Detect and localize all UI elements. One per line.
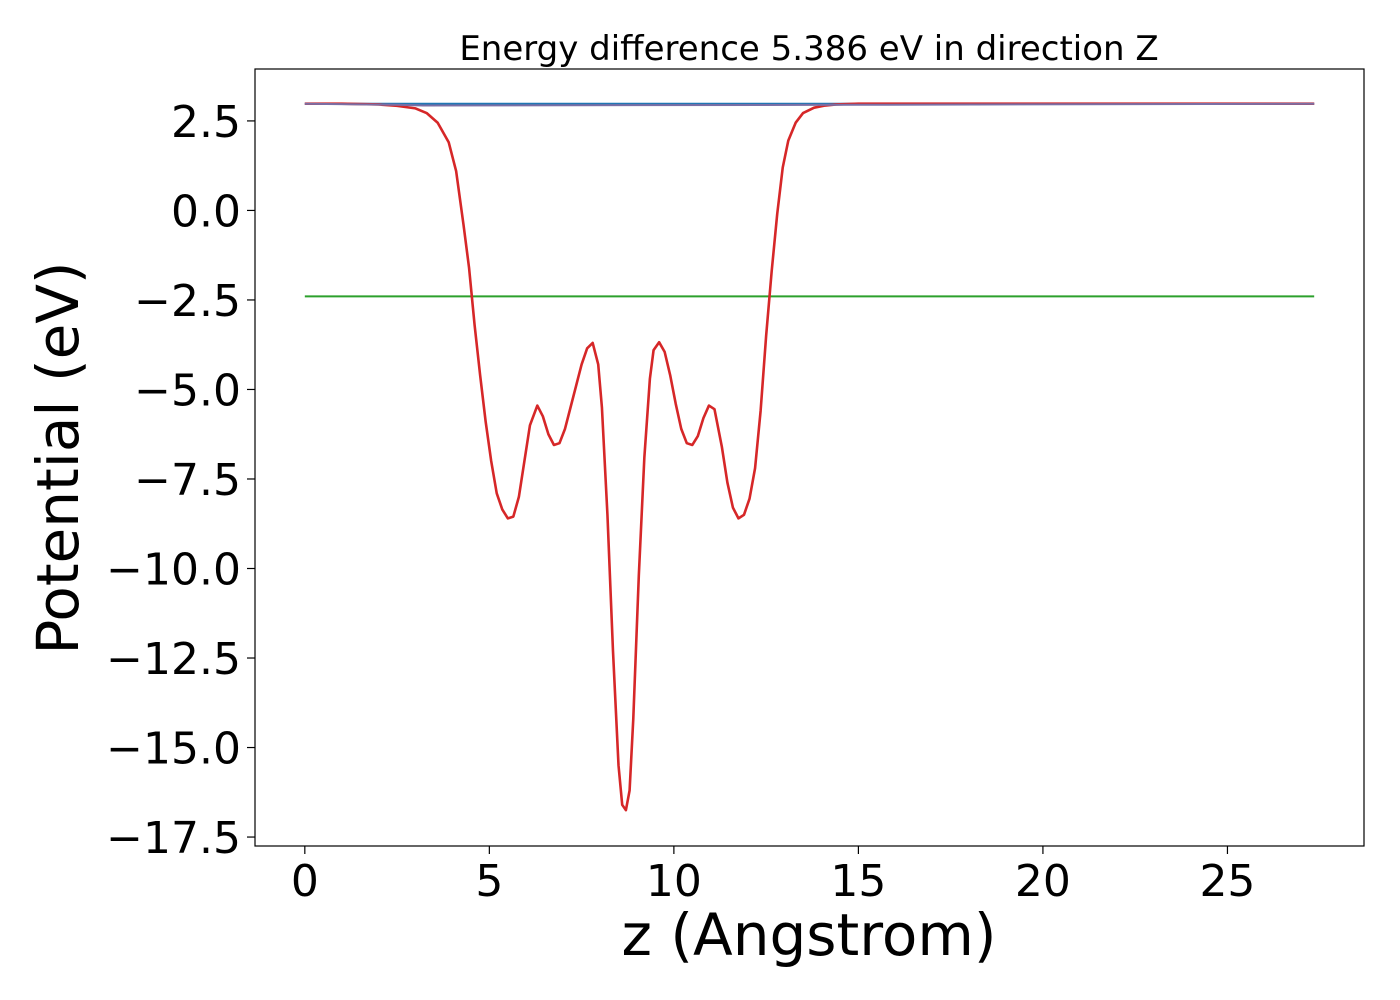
x-axis-ticks: 0 5 10 15 20 25 bbox=[291, 846, 1255, 907]
x-tick-label: 0 bbox=[291, 856, 319, 907]
plot-frame bbox=[254, 68, 1365, 847]
x-tick-label: 10 bbox=[646, 856, 702, 907]
series-line-2 bbox=[304, 102, 1315, 812]
x-tick-label: 20 bbox=[1015, 856, 1071, 907]
y-tick-label: −7.5 bbox=[134, 455, 241, 506]
y-tick-label: −15.0 bbox=[106, 724, 241, 775]
x-axis-title: z (Angstrom) bbox=[622, 901, 997, 969]
y-axis-ticks: 2.5 0.0 −2.5 −5.0 −7.5 −10.0 −12.5 −15.0 −17.5 bbox=[106, 97, 255, 864]
series-line-3 bbox=[304, 102, 1315, 107]
y-tick-label: −12.5 bbox=[106, 634, 241, 685]
y-tick-label: −10.0 bbox=[106, 545, 241, 596]
y-tick-label: 0.0 bbox=[171, 186, 241, 237]
y-tick-label: 2.5 bbox=[171, 97, 241, 148]
plot-area bbox=[304, 102, 1315, 812]
x-tick-label: 5 bbox=[475, 856, 503, 907]
y-tick-label: −5.0 bbox=[134, 365, 241, 416]
x-tick-label: 25 bbox=[1199, 856, 1255, 907]
y-axis-title: Potential (eV) bbox=[24, 261, 92, 654]
chart-title: Energy difference 5.386 eV in direction … bbox=[459, 29, 1158, 69]
x-tick-label: 15 bbox=[830, 856, 886, 907]
y-tick-label: −2.5 bbox=[134, 276, 241, 327]
y-tick-label: −17.5 bbox=[106, 813, 241, 864]
